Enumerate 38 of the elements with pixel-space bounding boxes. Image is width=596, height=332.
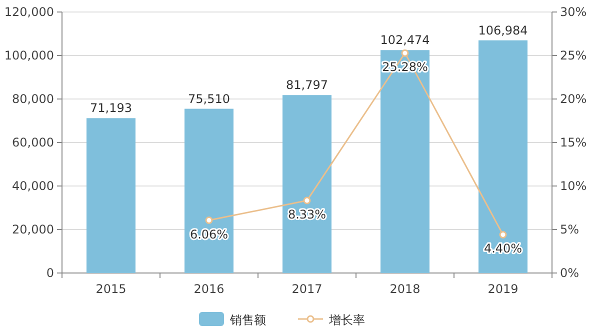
y-tick-label: 100,000 — [4, 48, 54, 62]
bar — [380, 50, 430, 273]
legend-label: 增长率 — [328, 313, 365, 327]
bar — [478, 40, 528, 273]
y2-tick-label: 20% — [560, 92, 587, 106]
data-label: 4.40% — [484, 242, 522, 256]
data-label: 6.06% — [190, 227, 228, 242]
y-tick-label: 80,000 — [12, 92, 54, 106]
y2-tick-label: 25% — [560, 48, 587, 62]
y-tick-label: 40,000 — [12, 179, 54, 193]
y2-tick-label: 10% — [560, 179, 587, 193]
y-tick-label: 60,000 — [12, 136, 54, 150]
data-label: 102,474 — [380, 33, 430, 48]
point — [205, 216, 213, 224]
data-label: 106,984 — [478, 23, 528, 38]
data-label: 71,193 — [90, 101, 132, 116]
y2-tick-label: 5% — [560, 222, 580, 236]
point — [499, 230, 507, 238]
bar — [184, 108, 234, 273]
y2-tick-label: 0% — [560, 266, 580, 280]
y2-tick-label: 30% — [560, 5, 587, 19]
bar — [86, 118, 136, 273]
x-tick-label: 2018 — [390, 282, 420, 296]
point — [303, 196, 311, 204]
x-tick-label: 2019 — [488, 282, 518, 296]
y2-tick-label: 15% — [560, 136, 587, 150]
x-tick-label: 2016 — [194, 282, 224, 296]
y-tick-label: 0 — [46, 266, 54, 280]
bar — [282, 95, 332, 273]
data-label: 8.33% — [288, 208, 326, 222]
y-tick-label: 20,000 — [12, 222, 54, 236]
x-tick-label: 2017 — [292, 282, 322, 296]
point — [401, 49, 409, 57]
legend-label: 销售额 — [229, 313, 266, 327]
y-tick-label: 120,000 — [4, 5, 54, 19]
data-label: 75,510 — [188, 92, 230, 106]
x-tick-label: 2015 — [96, 282, 126, 296]
data-label: 81,797 — [286, 78, 328, 92]
